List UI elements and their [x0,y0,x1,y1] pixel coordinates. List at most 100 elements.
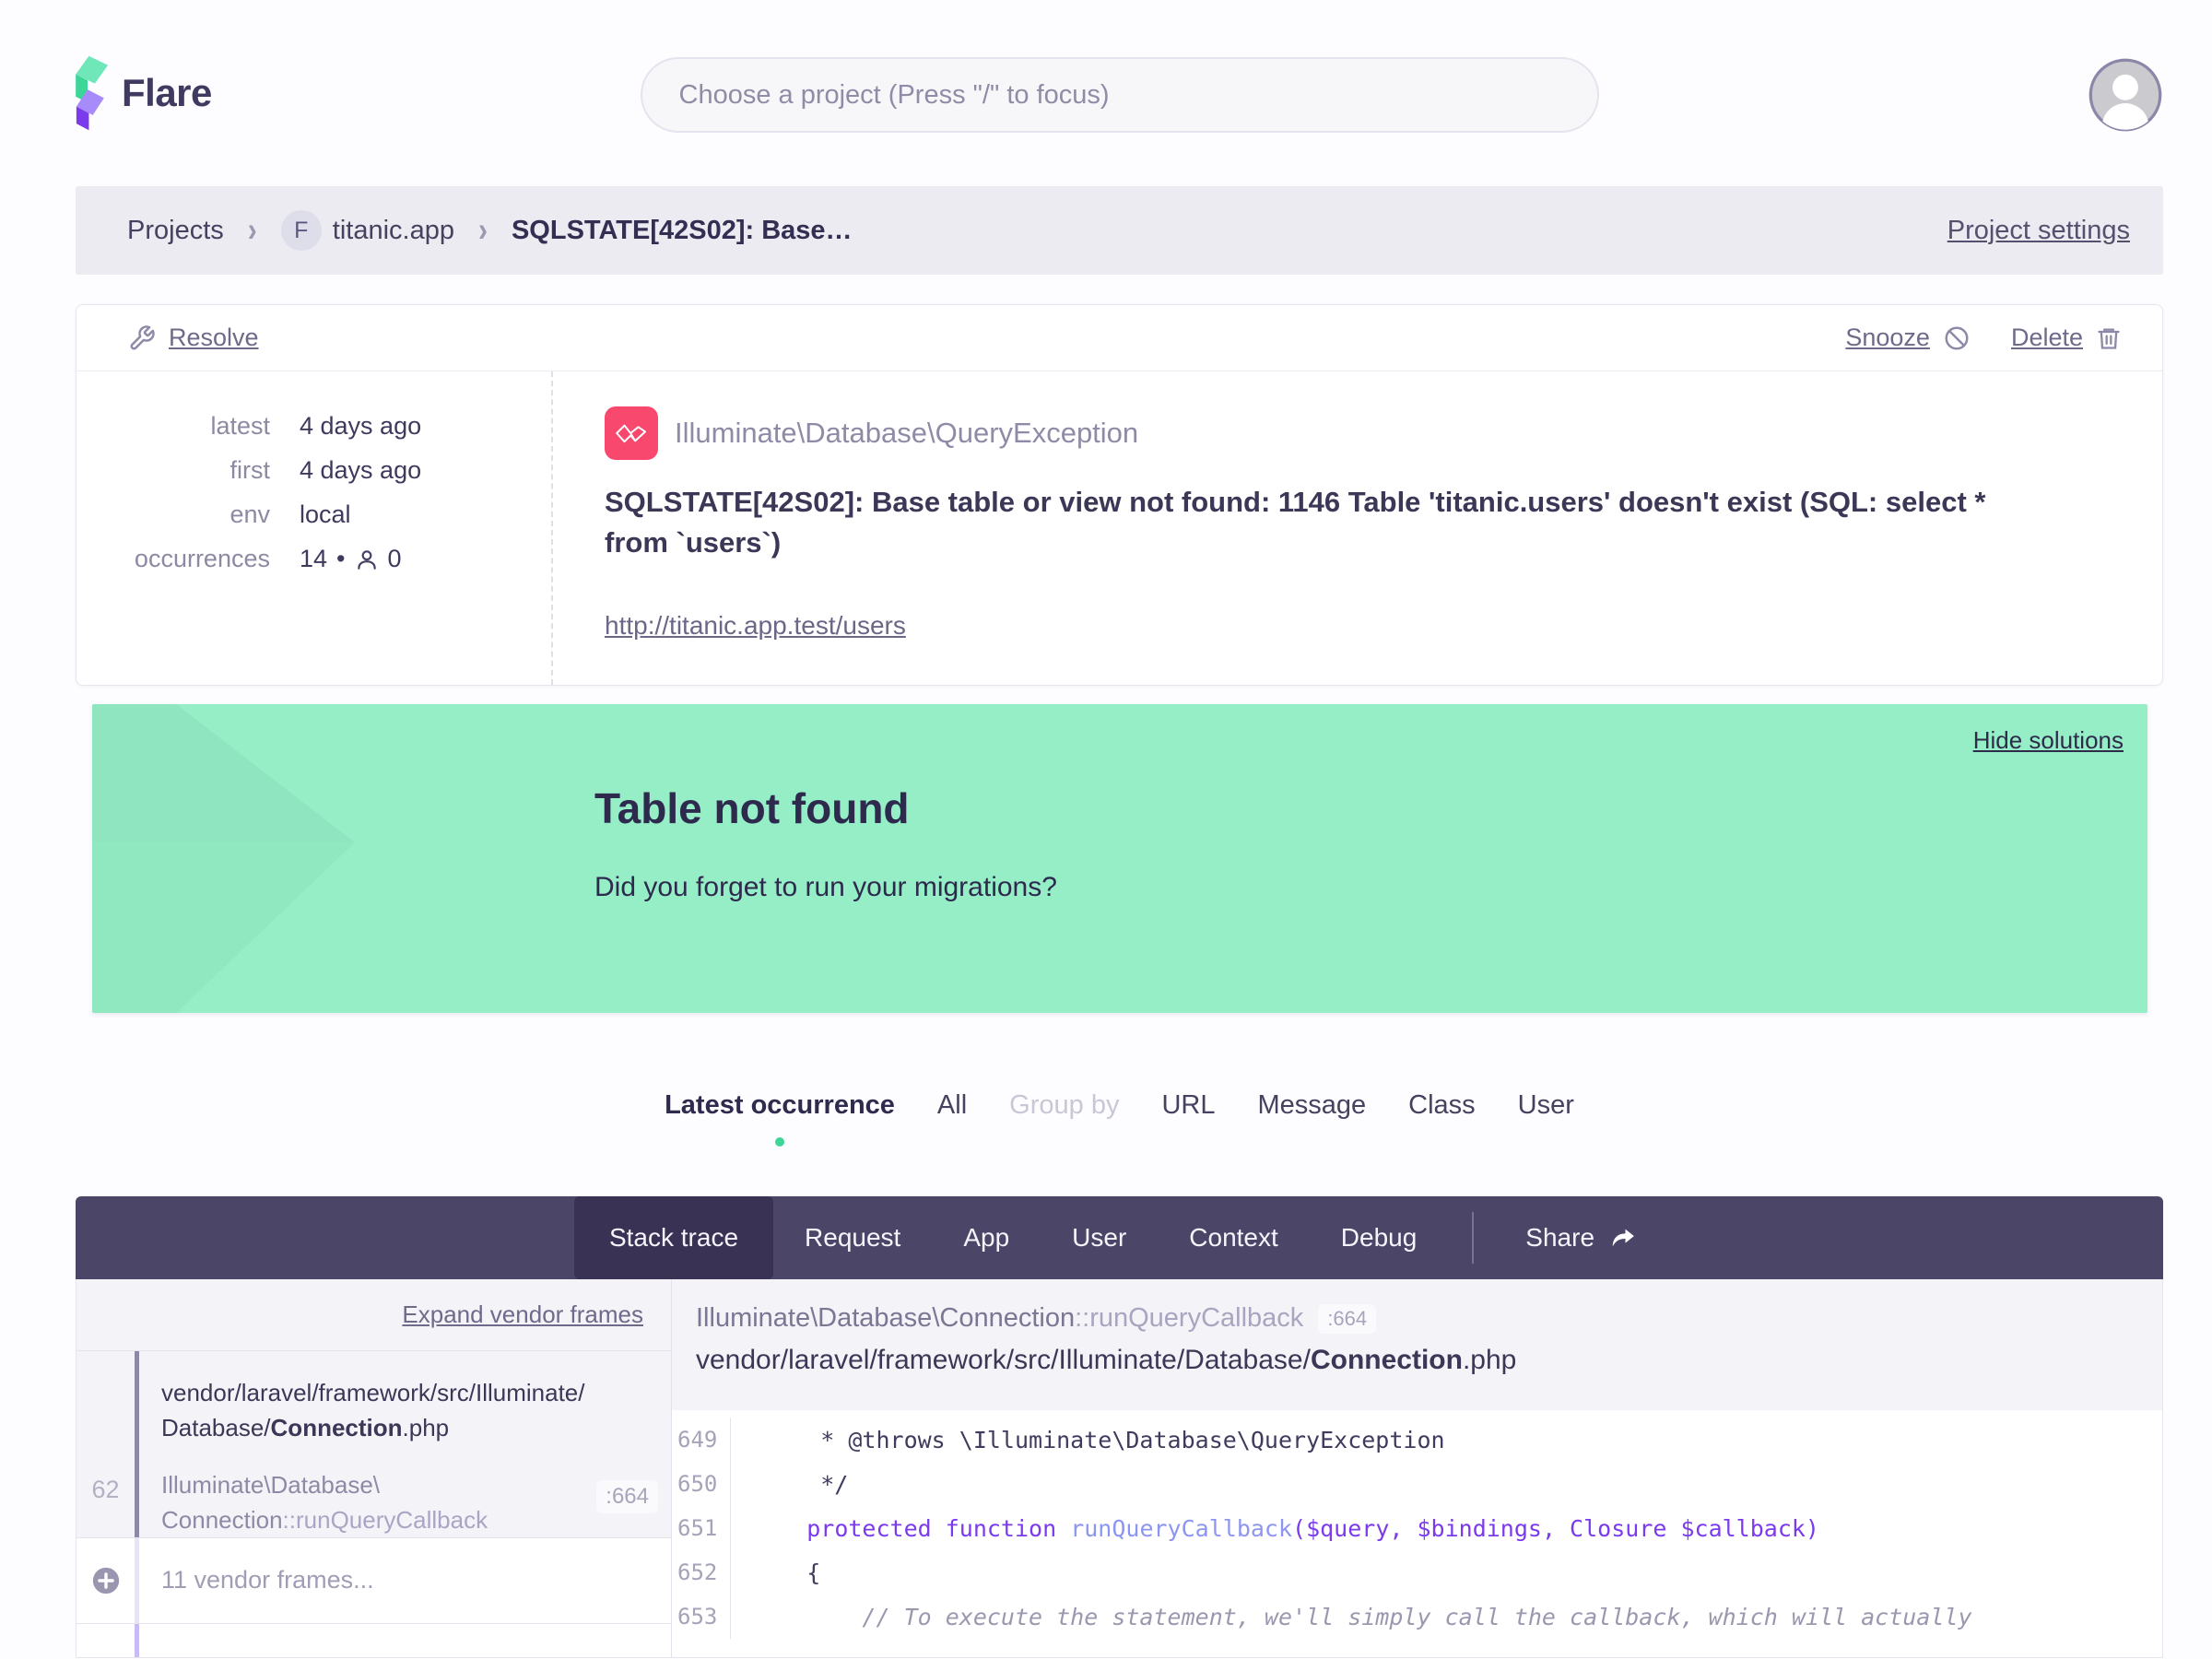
tab-stack-trace[interactable]: Stack trace [573,1196,774,1279]
tab-context[interactable]: Context [1189,1223,1278,1252]
tab-latest-occurrence[interactable]: Latest occurrence [665,1090,895,1120]
vendor-frames-toggle[interactable]: 11 vendor frames... [76,1537,671,1624]
meta-first-value: 4 days ago [300,456,422,484]
issue-message: SQLSTATE[42S02]: Base table or view not … [605,486,1986,559]
code-viewer[interactable]: 649 * @throws \Illuminate\Database\Query… [672,1410,2162,1657]
line-number: 652 [672,1550,731,1594]
snooze-label: Snooze [1845,324,1930,351]
avatar[interactable] [2088,57,2163,133]
tab-user-detail[interactable]: User [1072,1223,1127,1252]
navbar-divider [1472,1212,1475,1264]
frame-column-line [135,1537,139,1623]
issue-url-link[interactable]: http://titanic.app.test/users [605,611,906,640]
resolve-label: Resolve [169,324,259,351]
frame-file-path: vendor/laravel/framework/src/Illuminate/… [161,1378,585,1441]
ban-icon [1943,324,1971,352]
code-panel: Illuminate\Database\Connection::runQuery… [672,1279,2162,1657]
line-number: 650 [672,1462,731,1506]
occurrence-count: 14 [300,545,328,572]
tab-user[interactable]: User [1517,1090,1574,1120]
exception-row: Illuminate\Database\QueryException [605,406,2107,460]
code-line: 651 protected function runQueryCallback(… [672,1506,2162,1550]
meta-latest-value: 4 days ago [300,412,422,440]
tab-app[interactable]: App [963,1223,1010,1252]
breadcrumb-projects[interactable]: Projects [127,215,224,245]
frame-item-next[interactable] [76,1624,671,1657]
breadcrumb-bar: Projects › F titanic.app › SQLSTATE[42S0… [76,186,2163,275]
meta-latest-label: latest [210,412,270,440]
code-line: 653 // To execute the statement, we'll s… [672,1594,2162,1639]
meta-occurrences: occurrences 14 • 0 [76,545,551,573]
affected-user-count: 0 [387,545,402,572]
solution-title: Table not found [594,784,910,832]
issue-actions-row: Resolve Snooze Delete [76,305,2162,371]
meta-occurrences-value: 14 • 0 [300,545,402,573]
breadcrumb-project-label: titanic.app [332,215,454,245]
wrench-icon [128,324,156,352]
tab-debug[interactable]: Debug [1340,1223,1418,1252]
resolve-button[interactable]: Resolve [128,324,259,352]
expand-vendor-frames-link[interactable]: Expand vendor frames [402,1300,643,1328]
top-bar: Flare [76,0,2163,186]
frame-item-selected[interactable]: 62 vendor/laravel/framework/src/Illumina… [76,1350,671,1538]
frames-sidebar: Expand vendor frames 62 vendor/laravel/f… [76,1279,672,1657]
share-button-label: Share [1525,1223,1595,1252]
issue-actions-right: Snooze Delete [1845,324,2122,352]
solution-description: Did you forget to run your migrations? [594,872,1057,902]
meta-latest: latest 4 days ago [76,412,551,441]
meta-env-value: local [300,500,351,528]
project-settings-link[interactable]: Project settings [1947,215,2130,245]
meta-first-label: first [229,456,271,484]
issue-card-body: latest 4 days ago first 4 days ago env l… [76,371,2162,685]
code-line: 649 * @throws \Illuminate\Database\Query… [672,1418,2162,1462]
line-number: 653 [672,1594,731,1639]
breadcrumb-issue: SQLSTATE[42S02]: Base… [511,215,853,245]
tab-url[interactable]: URL [1161,1090,1216,1120]
breadcrumb-project[interactable]: F titanic.app [280,210,454,251]
frames-header: Expand vendor frames [76,1279,671,1351]
current-frame-file: vendor/laravel/framework/src/Illuminate/… [696,1345,1517,1375]
detail-navbar: Stack trace Request App User Context Deb… [76,1196,2163,1279]
search-input[interactable] [640,57,1599,133]
tab-all[interactable]: All [936,1090,968,1120]
delete-label: Delete [2010,324,2083,351]
laravel-icon [605,406,658,460]
current-frame-method: Illuminate\Database\Connection::runQuery… [696,1303,2162,1334]
code-line: 652 { [672,1550,2162,1594]
meta-first: first 4 days ago [76,456,551,485]
code-line: 650 */ [672,1462,2162,1506]
flare-logo-icon [76,55,109,131]
vendor-frames-label: 11 vendor frames... [161,1566,374,1594]
frame-line-number: :664 [596,1479,658,1513]
exception-class: Illuminate\Database\QueryException [675,417,1139,449]
frame-stripe [135,1624,139,1657]
brand: Flare [76,55,212,131]
line-number: 651 [672,1506,731,1550]
bullet-separator: • [336,545,346,572]
group-by-label: Group by [1009,1090,1120,1120]
current-frame-line: :664 [1318,1303,1377,1334]
person-icon [355,547,379,571]
line-number: 649 [672,1418,731,1462]
occurrence-tabs: Latest occurrence All Group by URL Messa… [76,1090,2163,1121]
solution-banner: Hide solutions Table not found Did you f… [92,704,2147,1013]
chevron-right-icon: › [477,210,488,249]
meta-env-label: env [229,500,270,528]
snooze-button[interactable]: Snooze [1845,324,1971,352]
brand-name: Flare [122,71,212,114]
tab-message[interactable]: Message [1257,1090,1367,1120]
tab-class[interactable]: Class [1408,1090,1476,1120]
issue-content: Illuminate\Database\QueryException SQLST… [553,371,2162,685]
share-button[interactable]: Share [1498,1223,1665,1253]
issue-card: Resolve Snooze Delete [76,304,2163,686]
hide-solutions-link[interactable]: Hide solutions [1972,726,2124,754]
plus-circle-icon [76,1565,135,1596]
tab-request[interactable]: Request [805,1223,901,1252]
project-initial-badge: F [280,210,322,251]
delete-button[interactable]: Delete [2011,324,2122,352]
breadcrumb: Projects › F titanic.app › SQLSTATE[42S0… [127,210,853,251]
frame-method: Illuminate\Database\ Connection::runQuer… [161,1470,488,1534]
chevron-right-icon: › [247,210,257,249]
stack-trace-section: Expand vendor frames 62 vendor/laravel/f… [76,1279,2163,1658]
